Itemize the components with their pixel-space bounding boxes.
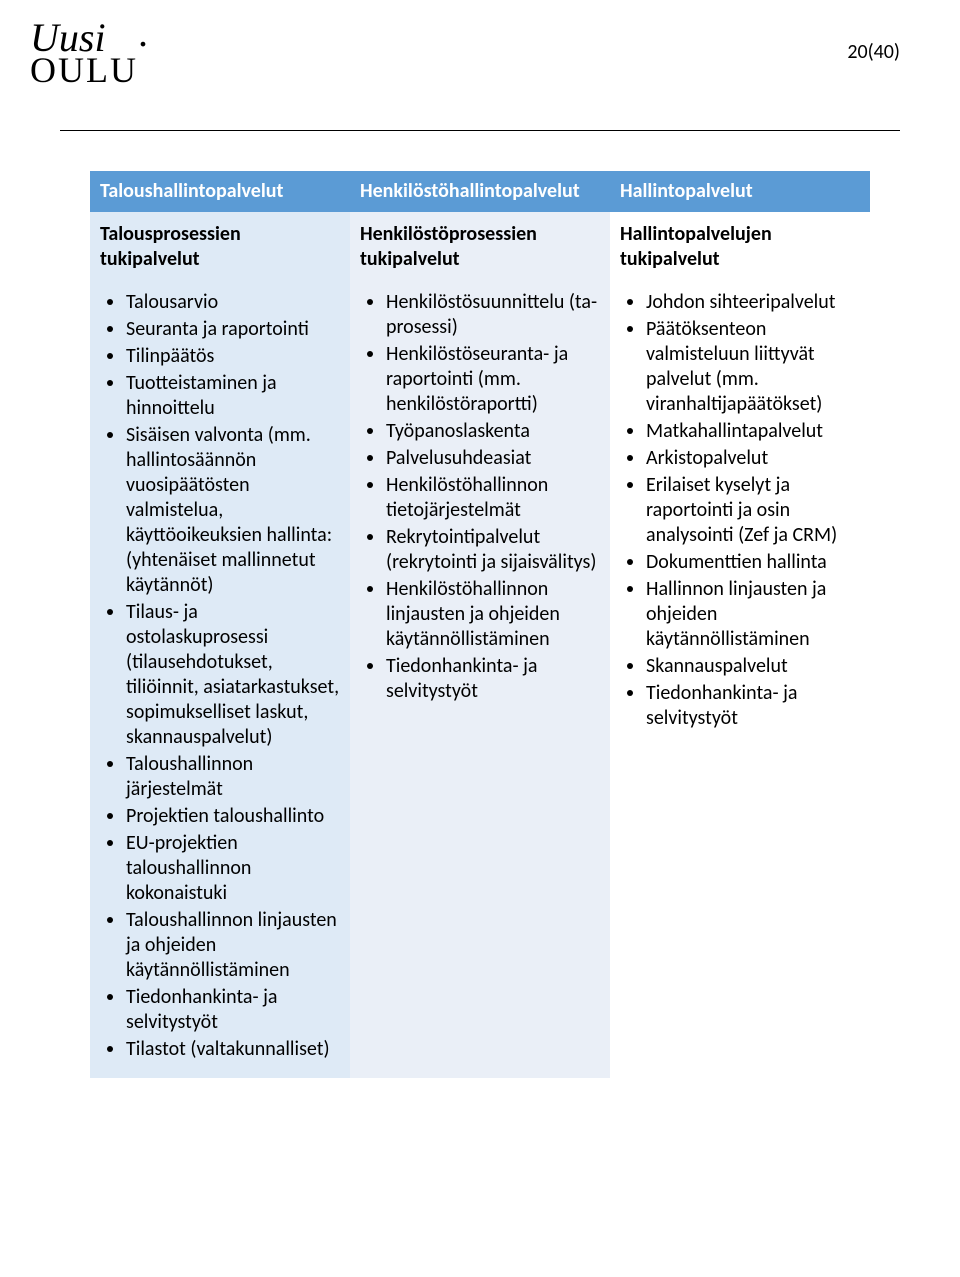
col-2-header: Henkilöstöhallintopalvelut [350, 171, 610, 212]
list-item: Tiedonhankinta- ja selvitystyöt [386, 654, 600, 704]
list-item: Tiedonhankinta- ja selvitystyöt [126, 985, 340, 1035]
col-3-subheader: Hallintopalvelujen tukipalvelut [610, 212, 870, 278]
header-rule [60, 130, 900, 131]
logo-top: Uusi [30, 20, 138, 56]
col-2-list: Henkilöstösuunnittelu (ta-prosessi)Henki… [360, 290, 600, 704]
list-item: Tuotteistaminen ja hinnoittelu [126, 371, 340, 421]
list-item: Sisäisen valvonta (mm. hallintosäännön v… [126, 423, 340, 598]
list-item: Matkahallintapalvelut [646, 419, 860, 444]
list-item: Erilaiset kyselyt ja raportointi ja osin… [646, 473, 860, 548]
list-item: Henkilöstöseuranta- ja raportointi (mm. … [386, 342, 600, 417]
list-item: Projektien taloushallinto [126, 804, 340, 829]
list-item: EU-projektien taloushallinnon kokonaistu… [126, 831, 340, 906]
list-item: Hallinnon linjausten ja ohjeiden käytänn… [646, 577, 860, 652]
list-item: Taloushallinnon linjausten ja ohjeiden k… [126, 908, 340, 983]
col-2-subheader: Henkilöstöprosessien tukipalvelut [350, 212, 610, 278]
col-3-body: Johdon sihteeripalvelutPäätöksenteon val… [610, 278, 870, 1078]
col-3-header: Hallintopalvelut [610, 171, 870, 212]
col-1-list: TalousarvioSeuranta ja raportointiTilinp… [100, 290, 340, 1062]
list-item: Rekrytointipalvelut (rekrytointi ja sija… [386, 525, 600, 575]
logo: Uusi OULU [30, 20, 138, 86]
list-item: Tilaus- ja ostolaskuprosessi (tilausehdo… [126, 600, 340, 750]
page: Uusi OULU 20(40) Taloushallintopalvelut … [0, 0, 960, 1118]
list-item: Henkilöstöhallinnon tietojärjestelmät [386, 473, 600, 523]
page-number: 20(40) [847, 40, 900, 64]
list-item: Johdon sihteeripalvelut [646, 290, 860, 315]
list-item: Taloushallinnon järjestelmät [126, 752, 340, 802]
col-1-header: Taloushallintopalvelut [90, 171, 350, 212]
list-item: Arkistopalvelut [646, 446, 860, 471]
list-item: Päätöksenteon valmisteluun liittyvät pal… [646, 317, 860, 417]
list-item: Henkilöstösuunnittelu (ta-prosessi) [386, 290, 600, 340]
list-item: Tiedonhankinta- ja selvitystyöt [646, 681, 860, 731]
col-1-body: TalousarvioSeuranta ja raportointiTilinp… [90, 278, 350, 1078]
col-1-subheader: Talousprosessien tukipalvelut [90, 212, 350, 278]
list-item: Henkilöstöhallinnon linjausten ja ohjeid… [386, 577, 600, 652]
col-2-body: Henkilöstösuunnittelu (ta-prosessi)Henki… [350, 278, 610, 1078]
list-item: Tilinpäätös [126, 344, 340, 369]
list-item: Palvelusuhdeasiat [386, 446, 600, 471]
list-item: Dokumenttien hallinta [646, 550, 860, 575]
table: Taloushallintopalvelut Henkilöstöhallint… [90, 171, 870, 1078]
list-item: Seuranta ja raportointi [126, 317, 340, 342]
list-item: Skannauspalvelut [646, 654, 860, 679]
list-item: Talousarvio [126, 290, 340, 315]
list-item: Työpanoslaskenta [386, 419, 600, 444]
list-item: Tilastot (valtakunnalliset) [126, 1037, 340, 1062]
col-3-list: Johdon sihteeripalvelutPäätöksenteon val… [620, 290, 860, 731]
